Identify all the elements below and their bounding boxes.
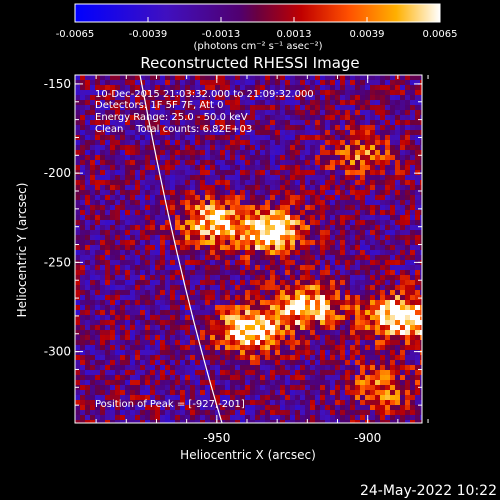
solar-limb bbox=[139, 75, 223, 423]
colorbar-tick-label: -0.0065 bbox=[56, 29, 95, 40]
y-tick-label: -300 bbox=[44, 345, 71, 359]
y-tick-label: -200 bbox=[44, 166, 71, 180]
colorbar-tick-label: 0.0065 bbox=[423, 29, 458, 40]
heatmap-pixels bbox=[75, 75, 422, 423]
axes: -950-900-850-150-200-250-300 bbox=[44, 75, 429, 445]
x-tick-label: -950 bbox=[203, 431, 230, 445]
colorbar-tick-label: 0.0039 bbox=[350, 29, 385, 40]
colorbar bbox=[74, 3, 441, 23]
colorbar-tick-label: -0.0013 bbox=[202, 29, 241, 40]
y-tick-label: -150 bbox=[44, 77, 71, 91]
peak-position-label: Position of Peak = [-927,-201] bbox=[95, 399, 245, 410]
chart-title: Reconstructed RHESSI Image bbox=[140, 54, 359, 72]
colorbar-ticks: -0.0065 -0.0039 -0.0013 0.0013 0.0039 0.0065 bbox=[56, 17, 458, 40]
annotation-time: 10-Dec-2015 21:03:32.000 to 21:09:32.000 bbox=[95, 89, 314, 100]
colorbar-units: (photons cm⁻² s⁻¹ asec⁻²) bbox=[193, 41, 322, 52]
colorbar-tick-label: -0.0039 bbox=[129, 29, 168, 40]
annotation-detectors: Detectors: 1F 5F 7F, Att 0 bbox=[95, 100, 223, 111]
plot-frame bbox=[74, 74, 423, 424]
x-tick-label: -900 bbox=[354, 431, 381, 445]
y-axis-label: Heliocentric Y (arcsec) bbox=[15, 183, 29, 318]
annotation-clean: Clean Total counts: 6.82E+03 bbox=[95, 124, 252, 135]
footer-date: 24-May-2022 10:22 bbox=[360, 483, 497, 499]
x-axis-label: Heliocentric X (arcsec) bbox=[180, 448, 316, 462]
colorbar-tick-label: 0.0013 bbox=[277, 29, 312, 40]
annotation-energy: Energy Range: 25.0 - 50.0 keV bbox=[95, 112, 248, 123]
y-tick-label: -250 bbox=[44, 255, 71, 269]
